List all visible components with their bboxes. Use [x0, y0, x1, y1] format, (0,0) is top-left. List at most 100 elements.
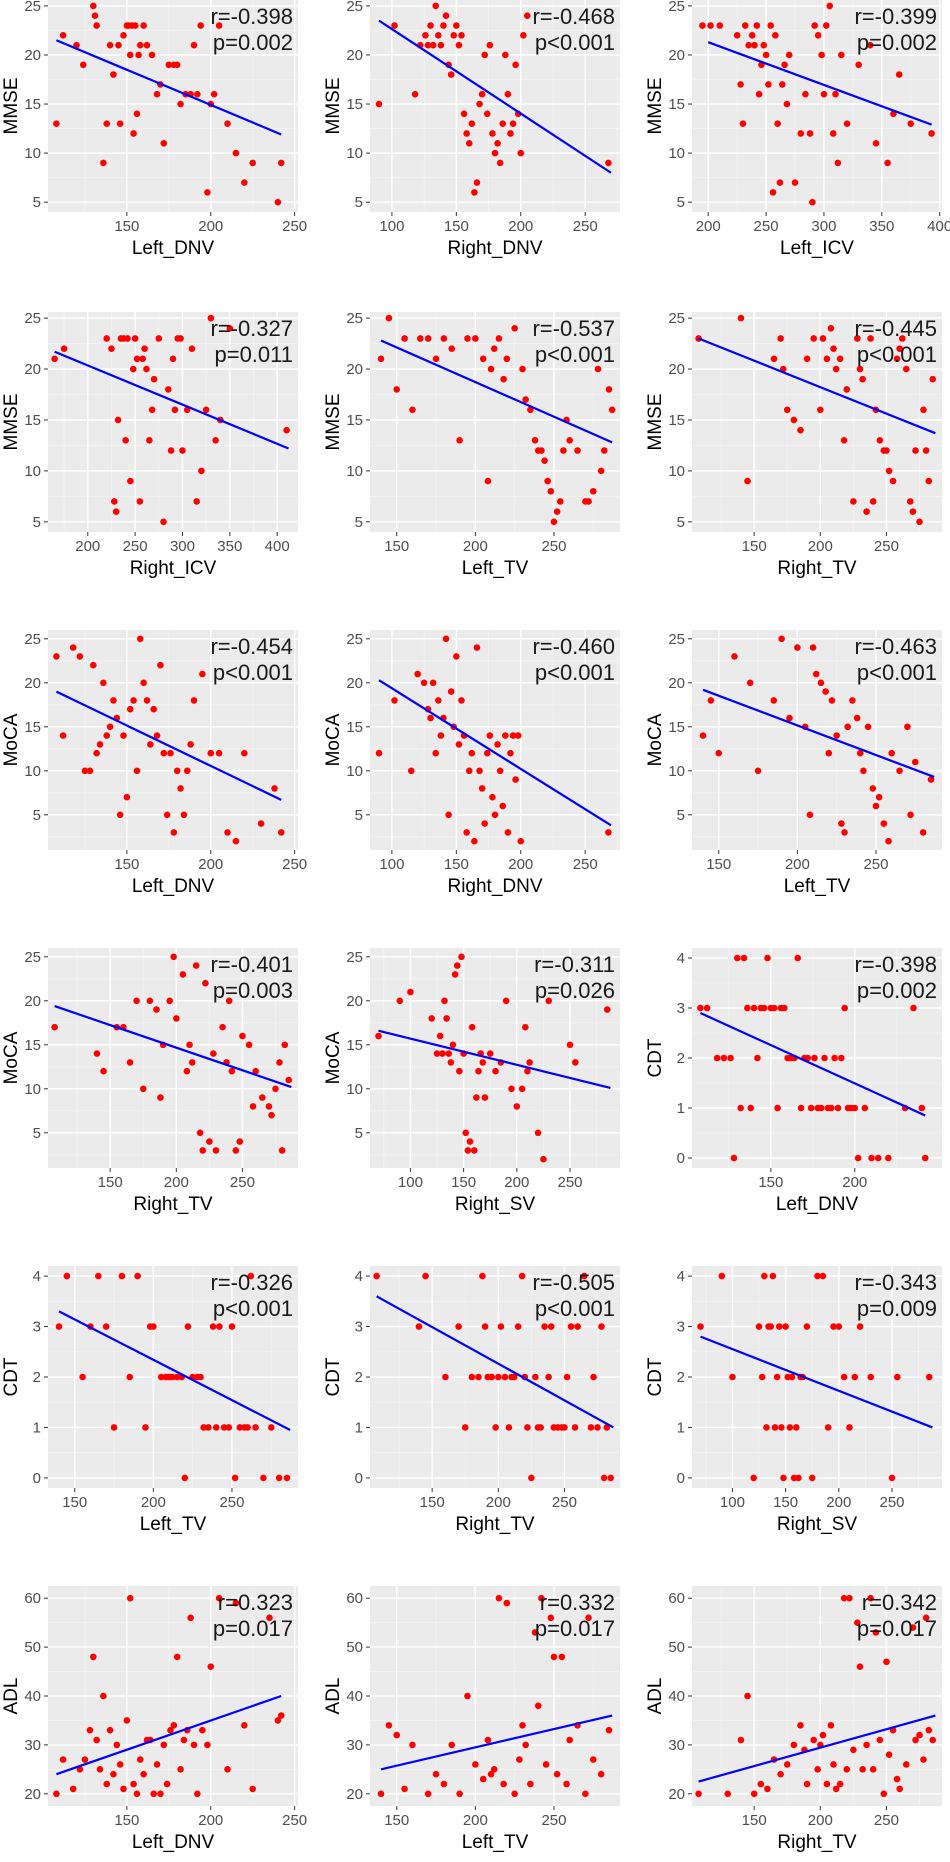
data-point — [517, 837, 525, 845]
p-value-annotation: p<0.001 — [213, 660, 293, 685]
panel-background — [48, 630, 298, 850]
y-tick-label: 10 — [346, 1081, 363, 1098]
y-tick-label: 40 — [24, 1688, 41, 1705]
data-point — [718, 1272, 726, 1280]
data-point — [179, 971, 187, 978]
data-point — [197, 22, 204, 29]
data-point — [603, 1006, 611, 1013]
y-axis-label: MoCA — [1, 1031, 22, 1084]
data-point — [212, 1424, 220, 1431]
y-axis-label: MoCA — [645, 713, 666, 766]
data-point — [526, 1059, 533, 1066]
data-point — [912, 447, 919, 454]
x-tick-label: 150 — [706, 856, 731, 873]
data-point — [589, 1756, 597, 1763]
x-tick-label: 200 — [198, 1812, 223, 1829]
data-point — [433, 1050, 441, 1057]
data-point — [814, 1272, 821, 1280]
x-tick-label: 200 — [75, 538, 100, 555]
data-point — [866, 41, 874, 49]
x-tick-label: 250 — [282, 218, 307, 235]
data-point — [807, 1104, 815, 1112]
x-tick-label: 250 — [552, 1494, 577, 1511]
data-point — [373, 1272, 380, 1280]
regression-line — [698, 337, 936, 435]
data-point — [927, 776, 935, 783]
data-point — [607, 1474, 615, 1482]
data-point — [123, 1717, 131, 1724]
data-point — [780, 1004, 788, 1012]
data-point — [720, 1054, 728, 1062]
data-point — [441, 997, 448, 1005]
data-point — [69, 1785, 77, 1793]
data-point — [160, 518, 167, 526]
data-point — [771, 1424, 779, 1431]
data-point — [790, 416, 798, 424]
data-point — [202, 406, 210, 414]
data-point — [503, 355, 511, 363]
data-point — [501, 1373, 509, 1381]
panel-background — [48, 948, 298, 1168]
data-point — [777, 1770, 784, 1778]
data-point — [585, 498, 592, 505]
data-point — [212, 1147, 220, 1154]
x-axis-label: Right_DNV — [447, 876, 542, 897]
x-tick-label: 150 — [114, 218, 139, 235]
data-point — [86, 1726, 94, 1734]
x-tick-label: 150 — [384, 1812, 409, 1829]
data-point — [224, 829, 231, 836]
data-point — [893, 355, 901, 363]
data-point — [489, 793, 496, 801]
data-point — [880, 820, 888, 827]
data-point — [118, 1272, 126, 1280]
data-point — [215, 1594, 223, 1602]
data-point — [285, 1076, 293, 1084]
data-point — [537, 1424, 544, 1431]
data-point — [806, 811, 814, 819]
y-tick-label: 15 — [24, 719, 41, 736]
data-point — [157, 1094, 164, 1101]
data-point — [770, 1004, 778, 1012]
data-point — [783, 100, 791, 108]
data-point — [207, 1663, 215, 1670]
x-axis-label: Left_TV — [140, 1514, 207, 1535]
data-point — [183, 1067, 191, 1075]
data-point — [520, 32, 527, 39]
data-point — [894, 1373, 901, 1381]
y-tick-label: 5 — [33, 807, 41, 824]
data-point — [199, 1147, 207, 1154]
data-point — [393, 1731, 401, 1739]
data-point — [524, 1067, 531, 1075]
data-point — [843, 386, 851, 393]
data-point — [271, 785, 278, 792]
data-point — [791, 179, 799, 186]
x-tick-label: 100 — [398, 1174, 423, 1191]
data-point — [860, 767, 867, 775]
data-point — [836, 1780, 844, 1788]
data-point — [764, 954, 771, 962]
data-point — [566, 437, 573, 444]
data-point — [517, 149, 525, 157]
r-value-annotation: r=-0.398 — [854, 952, 937, 977]
data-point — [422, 1272, 429, 1280]
data-point — [840, 1594, 848, 1602]
y-tick-label: 5 — [677, 194, 685, 211]
data-point — [919, 829, 927, 836]
data-point — [93, 749, 100, 757]
data-point — [605, 829, 612, 836]
y-axis-label: MMSE — [645, 78, 666, 135]
y-tick-label: 5 — [355, 1125, 363, 1142]
x-tick-label: 200 — [808, 1812, 833, 1829]
regression-line — [56, 1694, 282, 1776]
data-point — [114, 416, 122, 424]
data-point — [465, 139, 473, 147]
data-point — [59, 1756, 67, 1763]
y-tick-label: 5 — [355, 514, 363, 531]
data-point — [160, 749, 168, 757]
data-point — [60, 345, 68, 352]
x-tick-label: 300 — [170, 538, 195, 555]
data-point — [880, 1790, 888, 1798]
